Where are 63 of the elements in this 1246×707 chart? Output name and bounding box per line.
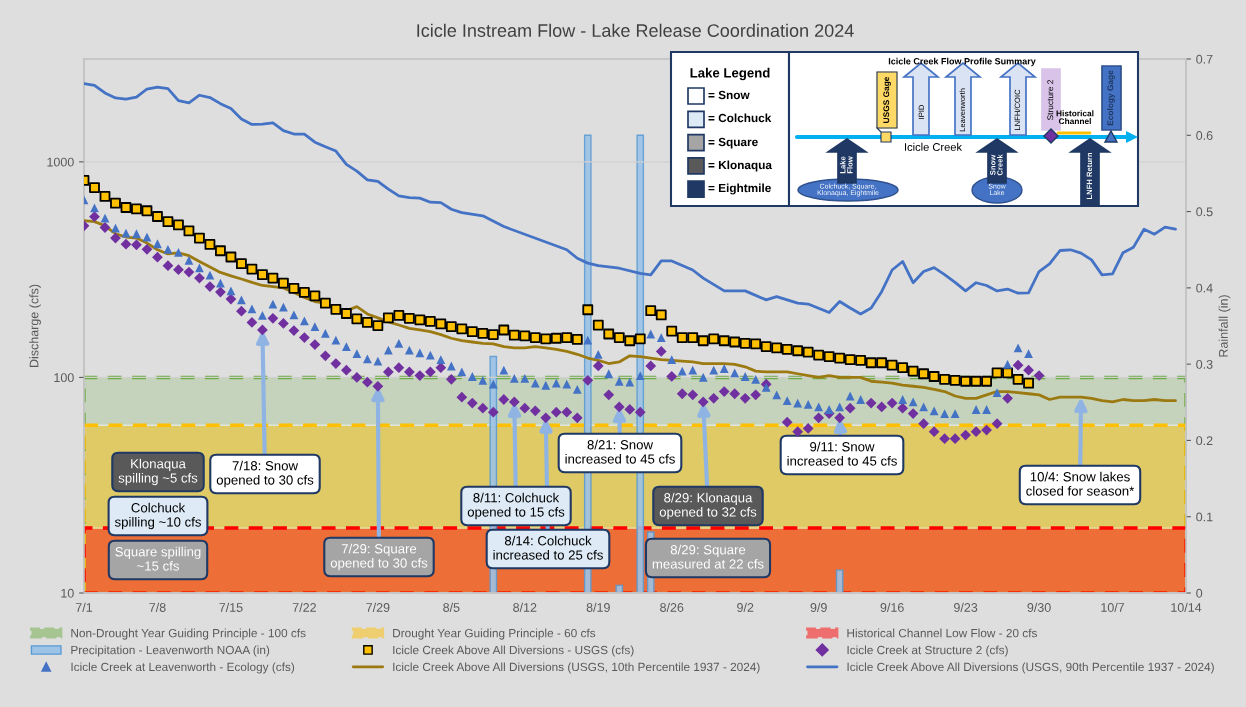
x-tick-label: 8/19: [586, 602, 610, 612]
annotation: Structure 2: [1047, 80, 1054, 120]
annotation: = Square: [708, 137, 758, 149]
legend-label: Drought Year Guiding Principle - 60 cfs: [393, 628, 596, 640]
y2-tick-label: 0.4: [1196, 283, 1213, 293]
annotation: Ecology Gage: [1107, 70, 1115, 126]
annotation: = Eightmile: [708, 183, 771, 195]
annotation: = Snow: [708, 90, 750, 100]
annotation: = Klonaqua: [708, 160, 773, 172]
x-tick-label: 7/22: [292, 602, 316, 612]
annotation: Square spilling ~15 cfs: [115, 546, 201, 571]
annotation: 7/18: Snow opened to 30 cfs: [216, 460, 314, 488]
chart-title: Icicle Instream Flow - Lake Release Coordination 2024: [417, 23, 854, 37]
y2-tick-label: 0.2: [1196, 436, 1213, 446]
y2-tick-label: 0.7: [1196, 54, 1213, 64]
legend-label: Historical Channel Low Flow - 20 cfs: [847, 628, 1037, 638]
x-tick-label: 7/8: [149, 602, 166, 612]
annotation: Klonaqua spilling ~5 cfs: [118, 458, 198, 486]
annotation: Icicle Creek Flow Profile Summary: [888, 57, 1036, 67]
x-tick-label: 8/12: [513, 602, 537, 612]
legend-label: Non-Drought Year Guiding Principle - 100 cfs: [71, 628, 306, 640]
annotation: 8/29: Square measured at 22 cfs: [652, 544, 764, 569]
y-axis-title: Discharge (cfs): [29, 284, 41, 367]
legend-label: Icicle Creek Above All Diversions - USGS (cfs): [393, 645, 634, 657]
y-tick-label: 1000: [47, 157, 74, 167]
legend-label: Icicle Creek Above All Diversions (USGS, 90th Percentile 1937 - 2024): [847, 662, 1214, 674]
x-tick-label: 9/23: [954, 602, 978, 612]
y2-axis-title: Rainfall (in): [1218, 295, 1231, 357]
annotation: 8/14: Colchuck increased to 25 cfs: [493, 535, 603, 560]
y2-tick-label: 0: [1196, 588, 1203, 598]
x-tick-label: 7/29: [366, 602, 390, 612]
y-tick-label: 100: [54, 373, 74, 383]
legend-label: Icicle Creek at Structure 2 (cfs): [847, 645, 1008, 657]
x-tick-label: 10/7: [1101, 602, 1125, 612]
annotation: USGS Gage: [883, 76, 891, 123]
y2-tick-label: 0.6: [1196, 131, 1213, 140]
legend-label: Icicle Creek at Leavenworth - Ecology (cfs): [71, 662, 295, 674]
x-tick-label: 9/30: [1027, 602, 1051, 612]
x-tick-label: 8/5: [443, 602, 460, 612]
annotation: 8/11: Colchuck opened to 15 cfs: [467, 492, 565, 520]
legend-label: Icicle Creek Above All Diversions (USGS, 10th Percentile 1937 - 2024): [393, 662, 760, 674]
x-tick-label: 7/15: [219, 602, 243, 612]
annotation: Historical Channel: [1056, 110, 1094, 125]
y2-tick-label: 0.3: [1196, 359, 1213, 369]
x-tick-label: 9/9: [810, 602, 827, 612]
legend-label: Precipitation - Leavenworth NOAA (in): [71, 645, 270, 657]
annotation: 9/11: Snow increased to 45 cfs: [787, 441, 897, 466]
annotation: 8/21: Snow increased to 45 cfs: [565, 439, 675, 464]
annotation: Icicle Creek: [905, 142, 963, 151]
x-tick-label: 7/1: [75, 602, 93, 612]
y2-tick-label: 0.5: [1196, 207, 1213, 217]
annotation: Lake Legend: [690, 67, 770, 81]
annotation: 10/4: Snow lakes closed for season*: [1026, 471, 1135, 496]
x-tick-label: 8/26: [660, 602, 684, 612]
annotation: = Colchuck: [708, 113, 772, 123]
x-tick-label: 10/14: [1171, 602, 1202, 612]
annotation: 8/29: Klonaqua opened to 32 cfs: [659, 492, 757, 520]
annotation: 7/29: Square opened to 30 cfs: [330, 543, 428, 571]
y-tick-label: 10: [61, 588, 74, 598]
y2-tick-label: 0.1: [1196, 512, 1213, 522]
x-tick-label: 9/16: [880, 602, 904, 612]
x-tick-label: 9/2: [737, 602, 754, 612]
annotation: Colchuck spilling ~10 cfs: [114, 502, 201, 530]
